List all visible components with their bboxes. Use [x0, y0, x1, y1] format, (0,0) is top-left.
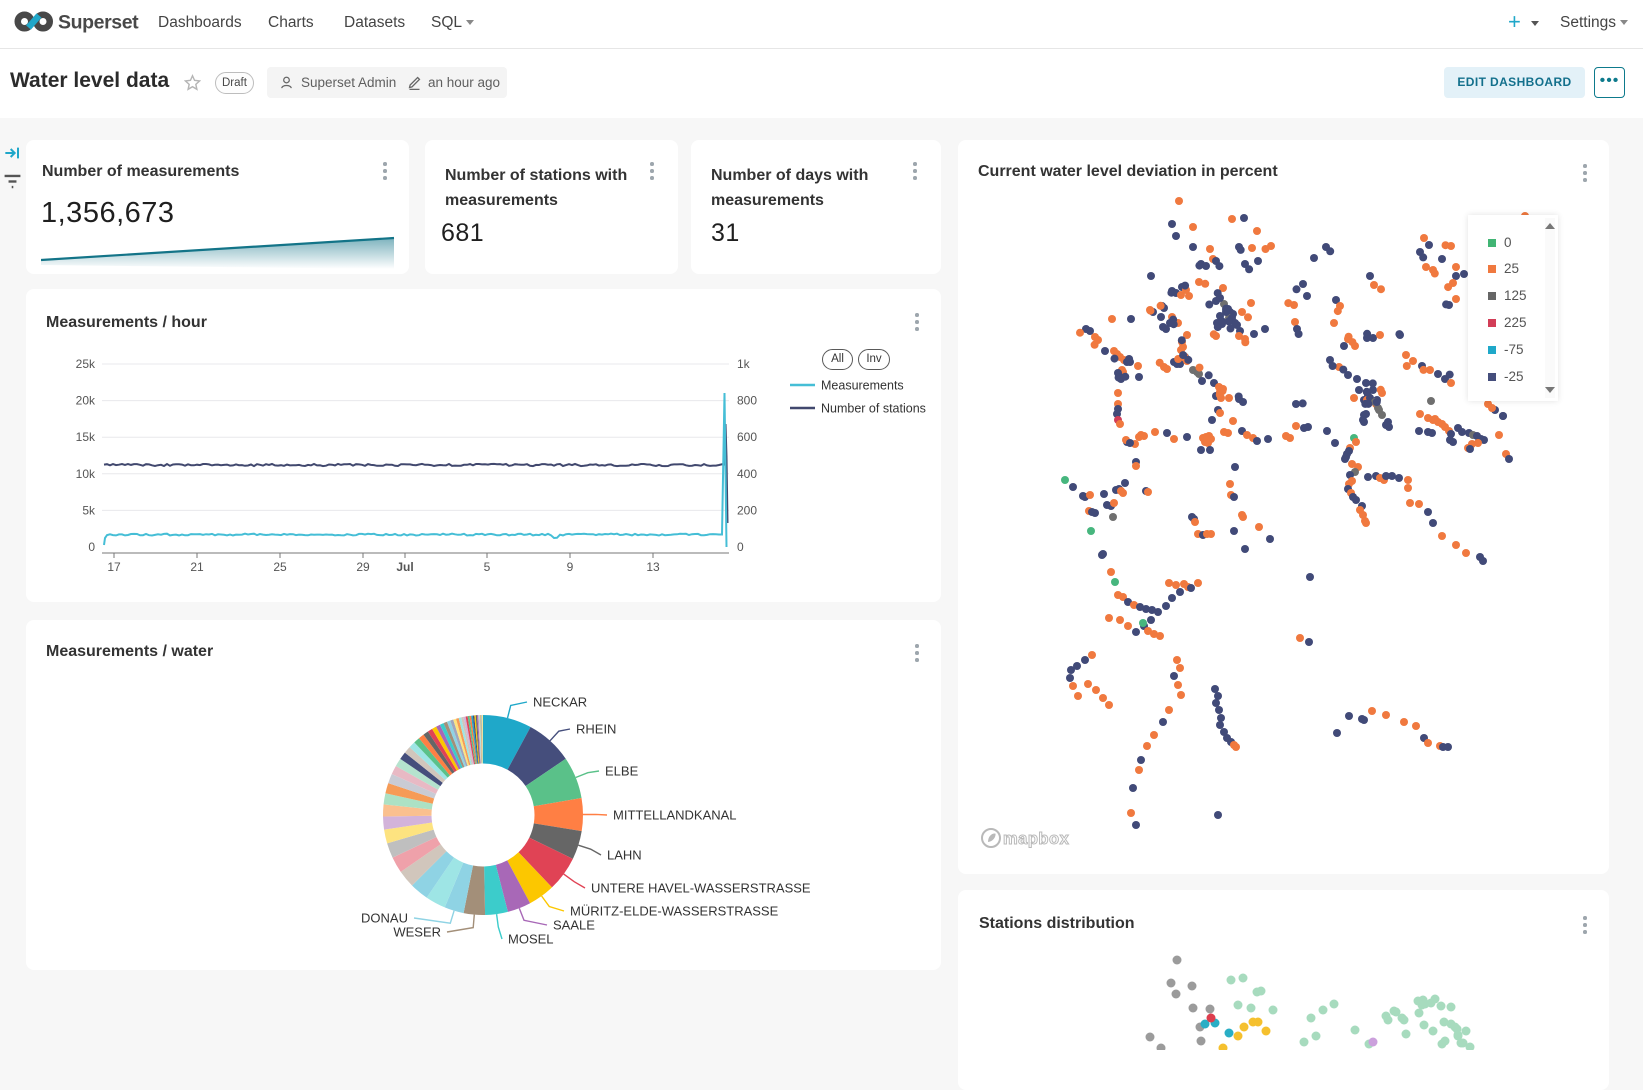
svg-text:400: 400: [737, 467, 757, 481]
svg-text:21: 21: [190, 560, 204, 574]
svg-text:9: 9: [567, 560, 574, 574]
svg-text:5k: 5k: [82, 503, 96, 517]
svg-text:5: 5: [484, 560, 491, 574]
svg-text:LAHN: LAHN: [607, 848, 642, 863]
svg-text:Jul: Jul: [396, 560, 413, 574]
svg-text:RHEIN: RHEIN: [576, 722, 616, 737]
svg-text:29: 29: [356, 560, 370, 574]
svg-text:WESER: WESER: [393, 925, 441, 940]
svg-text:UNTERE HAVEL-WASSERSTRASSE: UNTERE HAVEL-WASSERSTRASSE: [591, 881, 811, 896]
svg-text:15k: 15k: [76, 430, 96, 444]
svg-text:1k: 1k: [737, 357, 751, 371]
svg-text:mapbox: mapbox: [1003, 830, 1070, 848]
svg-text:0: 0: [737, 540, 744, 554]
svg-text:SAALE: SAALE: [553, 918, 595, 933]
svg-text:10k: 10k: [76, 467, 96, 481]
svg-text:0: 0: [88, 540, 95, 554]
svg-text:13: 13: [646, 560, 660, 574]
svg-text:NECKAR: NECKAR: [533, 695, 587, 710]
svg-text:MITTELLANDKANAL: MITTELLANDKANAL: [613, 808, 737, 823]
svg-text:25: 25: [273, 560, 287, 574]
svg-text:Number of stations: Number of stations: [821, 402, 926, 416]
svg-text:17: 17: [107, 560, 121, 574]
svg-text:Superset: Superset: [58, 12, 139, 34]
svg-text:20k: 20k: [76, 394, 96, 408]
svg-text:ELBE: ELBE: [605, 764, 639, 779]
svg-text:600: 600: [737, 430, 757, 444]
svg-text:DONAU: DONAU: [361, 911, 408, 926]
svg-text:MÜRITZ-ELDE-WASSERSTRASSE: MÜRITZ-ELDE-WASSERSTRASSE: [570, 904, 779, 919]
svg-text:200: 200: [737, 503, 757, 517]
svg-text:800: 800: [737, 394, 757, 408]
svg-text:Measurements: Measurements: [821, 379, 904, 393]
svg-text:MOSEL: MOSEL: [508, 932, 554, 947]
svg-text:25k: 25k: [76, 357, 96, 371]
